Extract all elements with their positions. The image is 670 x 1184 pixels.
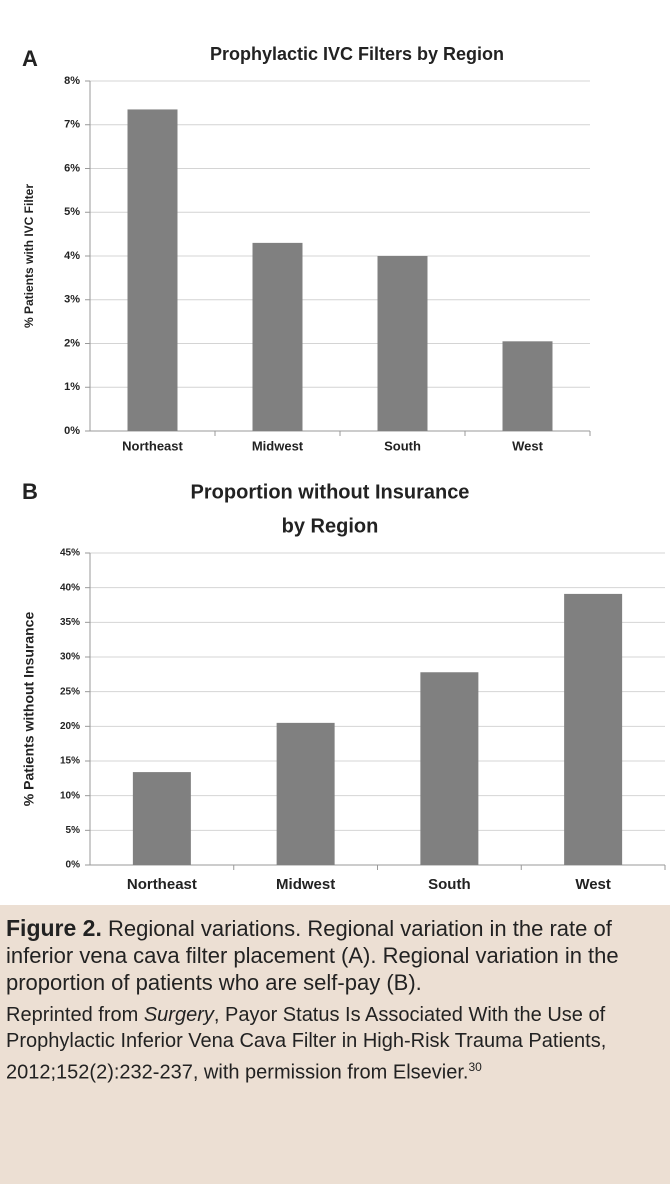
y-tick-label: 3% — [64, 294, 80, 306]
bar — [127, 109, 178, 431]
caption-label: Figure 2. — [6, 915, 102, 941]
x-tick-label: Midwest — [276, 876, 335, 893]
credit: Reprinted from Surgery, Payor Status Is … — [6, 1002, 650, 1086]
bar — [132, 772, 191, 865]
chart-title: Prophylactic IVC Filters by Region — [210, 44, 504, 64]
credit-text: Reprinted from — [6, 1004, 144, 1026]
chart-title: Proportion without Insurance — [191, 481, 470, 503]
y-tick-label: 45% — [60, 548, 80, 559]
charts: A Prophylactic IVC Filters by Region % Pat… — [21, 44, 666, 893]
x-tick-label: South — [384, 438, 421, 453]
x-tick-label: Midwest — [252, 438, 304, 453]
caption-body: Regional variations. Regional variation … — [6, 916, 619, 995]
y-tick-label: 5% — [64, 206, 80, 218]
y-tick-label: 15% — [60, 756, 80, 767]
caption: Figure 2. Regional variations. Regional … — [0, 905, 670, 1184]
y-tick-label: 6% — [64, 162, 80, 174]
x-tick-label: Northeast — [122, 438, 183, 453]
y-tick-label: 40% — [60, 582, 80, 593]
credit-journal: Surgery — [143, 1004, 214, 1026]
y-tick-label: 4% — [64, 250, 80, 262]
y-tick-label: 35% — [60, 617, 80, 628]
bar — [252, 242, 303, 431]
panel-label: B — [22, 479, 38, 504]
y-tick-label: 5% — [66, 825, 81, 836]
y-tick-label: 0% — [66, 860, 81, 871]
y-tick-label: 8% — [64, 75, 80, 87]
bar — [276, 722, 335, 865]
bar — [502, 341, 553, 431]
y-tick-label: 0% — [64, 425, 80, 437]
y-tick-label: 2% — [64, 337, 80, 349]
bar — [420, 672, 479, 865]
y-axis-label: % Patients without Insurance — [21, 612, 37, 807]
credit-ref: 30 — [468, 1060, 482, 1074]
x-tick-label: West — [575, 876, 611, 893]
panel-label: A — [22, 46, 38, 71]
x-tick-label: West — [512, 438, 543, 453]
y-tick-label: 1% — [64, 381, 80, 393]
credit-text: , Payor Status Is Associated With the Us… — [6, 1004, 607, 1084]
y-tick-label: 30% — [60, 652, 80, 663]
y-tick-label: 7% — [64, 119, 80, 131]
y-tick-label: 20% — [60, 721, 80, 732]
y-axis-label: % Patients with IVC Filter — [22, 184, 36, 328]
chart-title: by Region — [282, 515, 379, 537]
x-tick-label: Northeast — [127, 876, 197, 893]
x-tick-label: South — [428, 876, 471, 893]
caption-text: Figure 2. Regional variations. Regional … — [6, 915, 650, 996]
y-tick-label: 25% — [60, 686, 80, 697]
bar — [377, 256, 428, 431]
y-tick-label: 10% — [60, 790, 80, 801]
bar — [564, 593, 623, 865]
